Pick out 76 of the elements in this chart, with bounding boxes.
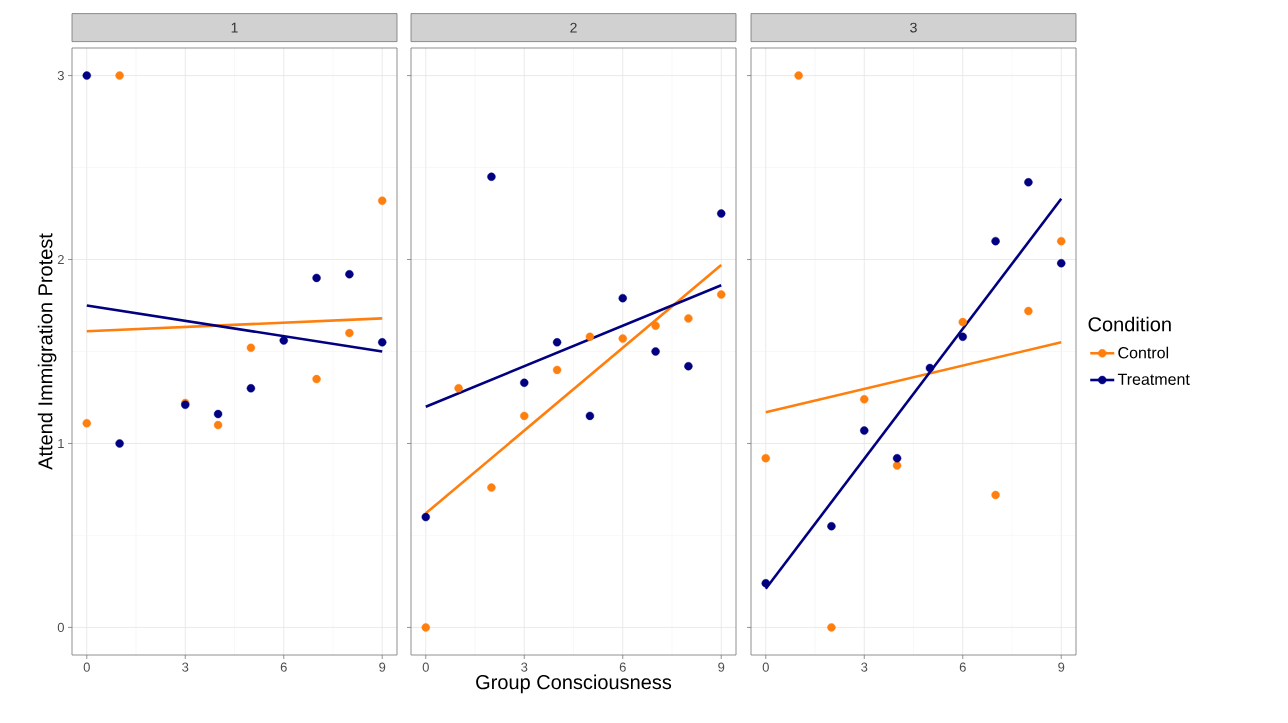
y-tick-label: 3 — [57, 70, 64, 81]
point — [213, 420, 223, 430]
point — [82, 419, 91, 428]
point — [860, 395, 869, 404]
point — [958, 332, 967, 341]
x-tick-label: 3 — [182, 662, 189, 672]
y-axis-title: Attend Immigration Protest — [37, 233, 57, 470]
point — [585, 411, 595, 421]
point — [312, 374, 321, 384]
point — [279, 336, 288, 345]
point — [827, 623, 836, 632]
x-tick-label: 6 — [619, 662, 626, 672]
point — [312, 273, 321, 283]
y-tick-label: 1 — [58, 439, 64, 448]
point — [345, 328, 354, 338]
point — [246, 384, 256, 393]
point — [958, 317, 967, 327]
point — [794, 71, 803, 80]
chart-title: 1 — [231, 22, 238, 33]
point — [761, 453, 770, 463]
x-tick-label: 9 — [379, 662, 386, 672]
x-tick-label: 9 — [1058, 662, 1065, 672]
legend-label: Treatment — [1117, 373, 1190, 385]
point — [520, 411, 529, 421]
point — [827, 522, 836, 531]
point — [684, 314, 693, 323]
point — [213, 409, 223, 419]
point — [684, 362, 693, 371]
point — [1057, 236, 1066, 246]
point — [618, 293, 627, 303]
point — [115, 71, 124, 80]
point — [618, 334, 627, 343]
y-tick-label: 2 — [57, 254, 64, 265]
x-tick-label: 6 — [959, 662, 966, 672]
point — [115, 439, 124, 448]
point — [378, 196, 387, 205]
legend-title: Condition — [1088, 316, 1171, 332]
point — [860, 426, 869, 435]
x-tick-label: 6 — [280, 662, 287, 672]
point — [892, 453, 902, 463]
x-tick-label: 0 — [422, 662, 429, 672]
x-tick-label: 0 — [762, 662, 769, 672]
point — [892, 461, 902, 470]
point — [487, 172, 496, 181]
point — [651, 347, 660, 356]
x-tick-label: 9 — [718, 662, 725, 672]
point — [925, 363, 935, 373]
point — [82, 71, 91, 80]
point — [378, 338, 387, 347]
chart-title: 3 — [910, 22, 917, 33]
point — [487, 483, 496, 492]
legend-label: Control — [1118, 346, 1169, 359]
x-tick-label: 3 — [521, 662, 528, 672]
x-tick-label: 0 — [83, 662, 90, 672]
point — [246, 343, 256, 353]
point — [454, 384, 463, 393]
point — [520, 378, 529, 387]
point — [1024, 306, 1033, 316]
point — [421, 512, 430, 522]
point — [552, 365, 562, 375]
point — [717, 290, 726, 299]
point — [552, 338, 562, 347]
point — [585, 332, 595, 341]
chart-title: 2 — [570, 22, 577, 33]
x-axis-title: Group Consciousness — [476, 674, 672, 694]
point — [1024, 178, 1033, 187]
point — [991, 236, 1000, 246]
point — [717, 209, 726, 218]
point — [991, 490, 1000, 500]
point — [1057, 259, 1066, 268]
point — [345, 270, 354, 279]
point — [421, 623, 430, 632]
y-tick-label: 0 — [57, 622, 64, 633]
point — [651, 321, 660, 330]
point — [761, 579, 770, 588]
x-tick-label: 3 — [861, 662, 868, 672]
